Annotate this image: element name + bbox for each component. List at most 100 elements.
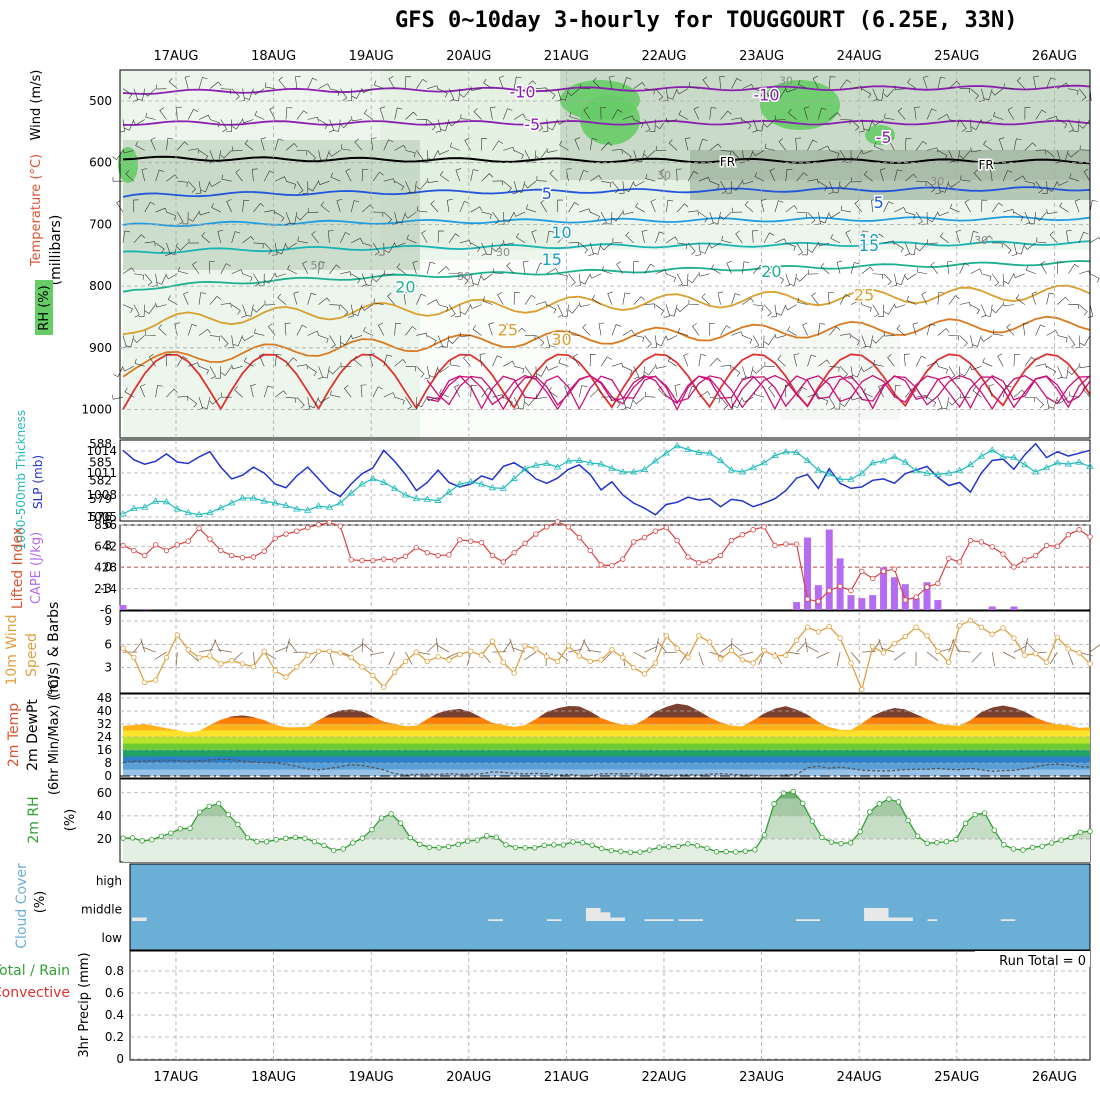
wind-barb — [214, 366, 222, 379]
wind-barb — [698, 271, 710, 277]
thickness-marker — [847, 475, 855, 482]
wind-barb — [524, 396, 537, 406]
thickness-marker — [380, 478, 388, 485]
wind-speed-marker — [652, 660, 659, 666]
thickness-marker — [510, 474, 518, 482]
rh2m-marker — [627, 849, 634, 856]
wind-barb — [959, 262, 970, 274]
thickness-marker — [651, 457, 660, 464]
wind-barb — [241, 118, 254, 124]
slp-line — [122, 442, 1091, 516]
rh2m-marker — [417, 841, 423, 848]
cape-bar — [858, 598, 866, 610]
rh2m-marker — [254, 838, 260, 845]
wind-axis-label-1: 10m Wind — [4, 614, 20, 685]
temp-band — [123, 763, 1090, 770]
wind-barb — [350, 200, 360, 213]
wind-barb — [927, 211, 939, 223]
thickness-marker — [1031, 468, 1040, 475]
wind-barb — [828, 76, 836, 89]
wind-barb — [971, 119, 982, 131]
wind-barb — [970, 304, 980, 315]
wind-barb — [840, 205, 852, 213]
rh2m-marker — [828, 839, 835, 845]
surface-wind-barb — [187, 651, 199, 662]
wind-barb — [926, 180, 936, 193]
surface-wind-barb — [1026, 641, 1036, 653]
wind-barb — [726, 260, 732, 274]
isotherm-label: 10 — [551, 223, 571, 242]
wind-barb — [166, 388, 178, 398]
wind-barb — [113, 366, 124, 378]
wind-barb — [861, 304, 872, 313]
wind-barb — [542, 119, 549, 133]
rh2m-marker — [857, 829, 863, 835]
wind-barb — [633, 82, 646, 89]
wind-barb — [309, 397, 319, 409]
wind-barb — [878, 304, 884, 317]
wind-barb — [1033, 75, 1039, 89]
wind-speed-marker — [804, 624, 811, 630]
wind-barb — [569, 112, 580, 120]
wind-barb — [832, 181, 841, 194]
wind-barb — [296, 150, 308, 156]
wind-barb — [641, 229, 648, 243]
thickness-marker — [868, 459, 877, 466]
wind-barb — [125, 335, 135, 348]
wind-barb — [506, 262, 515, 274]
wind-barb — [293, 291, 299, 305]
wind-speed-marker — [891, 640, 898, 647]
wind-barb — [990, 168, 996, 182]
wind-barb — [394, 358, 407, 367]
rh2m-marker — [1058, 837, 1064, 843]
wind-barb — [394, 180, 405, 191]
wind-barb — [406, 234, 417, 244]
wind-barb — [638, 366, 645, 379]
wind-barb — [311, 230, 319, 244]
wind-barb — [579, 83, 591, 89]
lifted-index-marker — [294, 528, 300, 534]
wind-barb — [198, 210, 211, 216]
wind-barb — [601, 180, 612, 188]
wind-barb — [852, 366, 863, 378]
temp-band — [123, 756, 1090, 763]
wind-barb — [198, 292, 206, 305]
wind-barb — [839, 150, 847, 163]
wind-barb — [396, 211, 406, 224]
rh2m-marker — [369, 826, 375, 833]
lifted-index-marker — [446, 552, 452, 558]
wind-barb — [878, 384, 884, 398]
wind-barb — [122, 230, 131, 243]
middle-cloud-bar — [644, 919, 674, 921]
wind-barb — [573, 353, 580, 367]
isotherm-line — [122, 119, 1091, 126]
wind-barb — [437, 150, 450, 155]
wind-barb — [1057, 82, 1069, 89]
wind-barb — [709, 396, 720, 404]
wind-barb — [122, 88, 133, 99]
middle-cloud-bar — [610, 917, 625, 921]
wind-barb — [698, 390, 711, 398]
wind-barb — [915, 355, 927, 367]
wind-barb — [372, 273, 384, 283]
wind-barb — [785, 168, 793, 182]
slp-tick: 1008 — [86, 488, 117, 502]
wind-barb — [959, 335, 968, 347]
wind-barb — [829, 150, 840, 158]
wind-barb — [965, 119, 972, 133]
surface-wind-barb — [731, 642, 743, 653]
rh2m-marker — [292, 834, 299, 841]
rh2m-marker — [426, 844, 433, 851]
wind-speed-tick: 6 — [104, 637, 112, 651]
wind-barb — [258, 273, 265, 287]
wind-barb — [405, 396, 413, 410]
cloud-cover-frame — [129, 863, 1091, 951]
wind-barb — [677, 328, 689, 336]
rh2m-axis-label: 2m RH — [26, 796, 42, 843]
wind-barb — [720, 211, 732, 220]
isotherm-label: 5 — [542, 184, 552, 203]
wind-barb — [174, 322, 180, 336]
wind-barb — [1074, 198, 1081, 213]
lifted-index-marker — [120, 542, 126, 549]
lifted-index-marker — [131, 547, 137, 554]
